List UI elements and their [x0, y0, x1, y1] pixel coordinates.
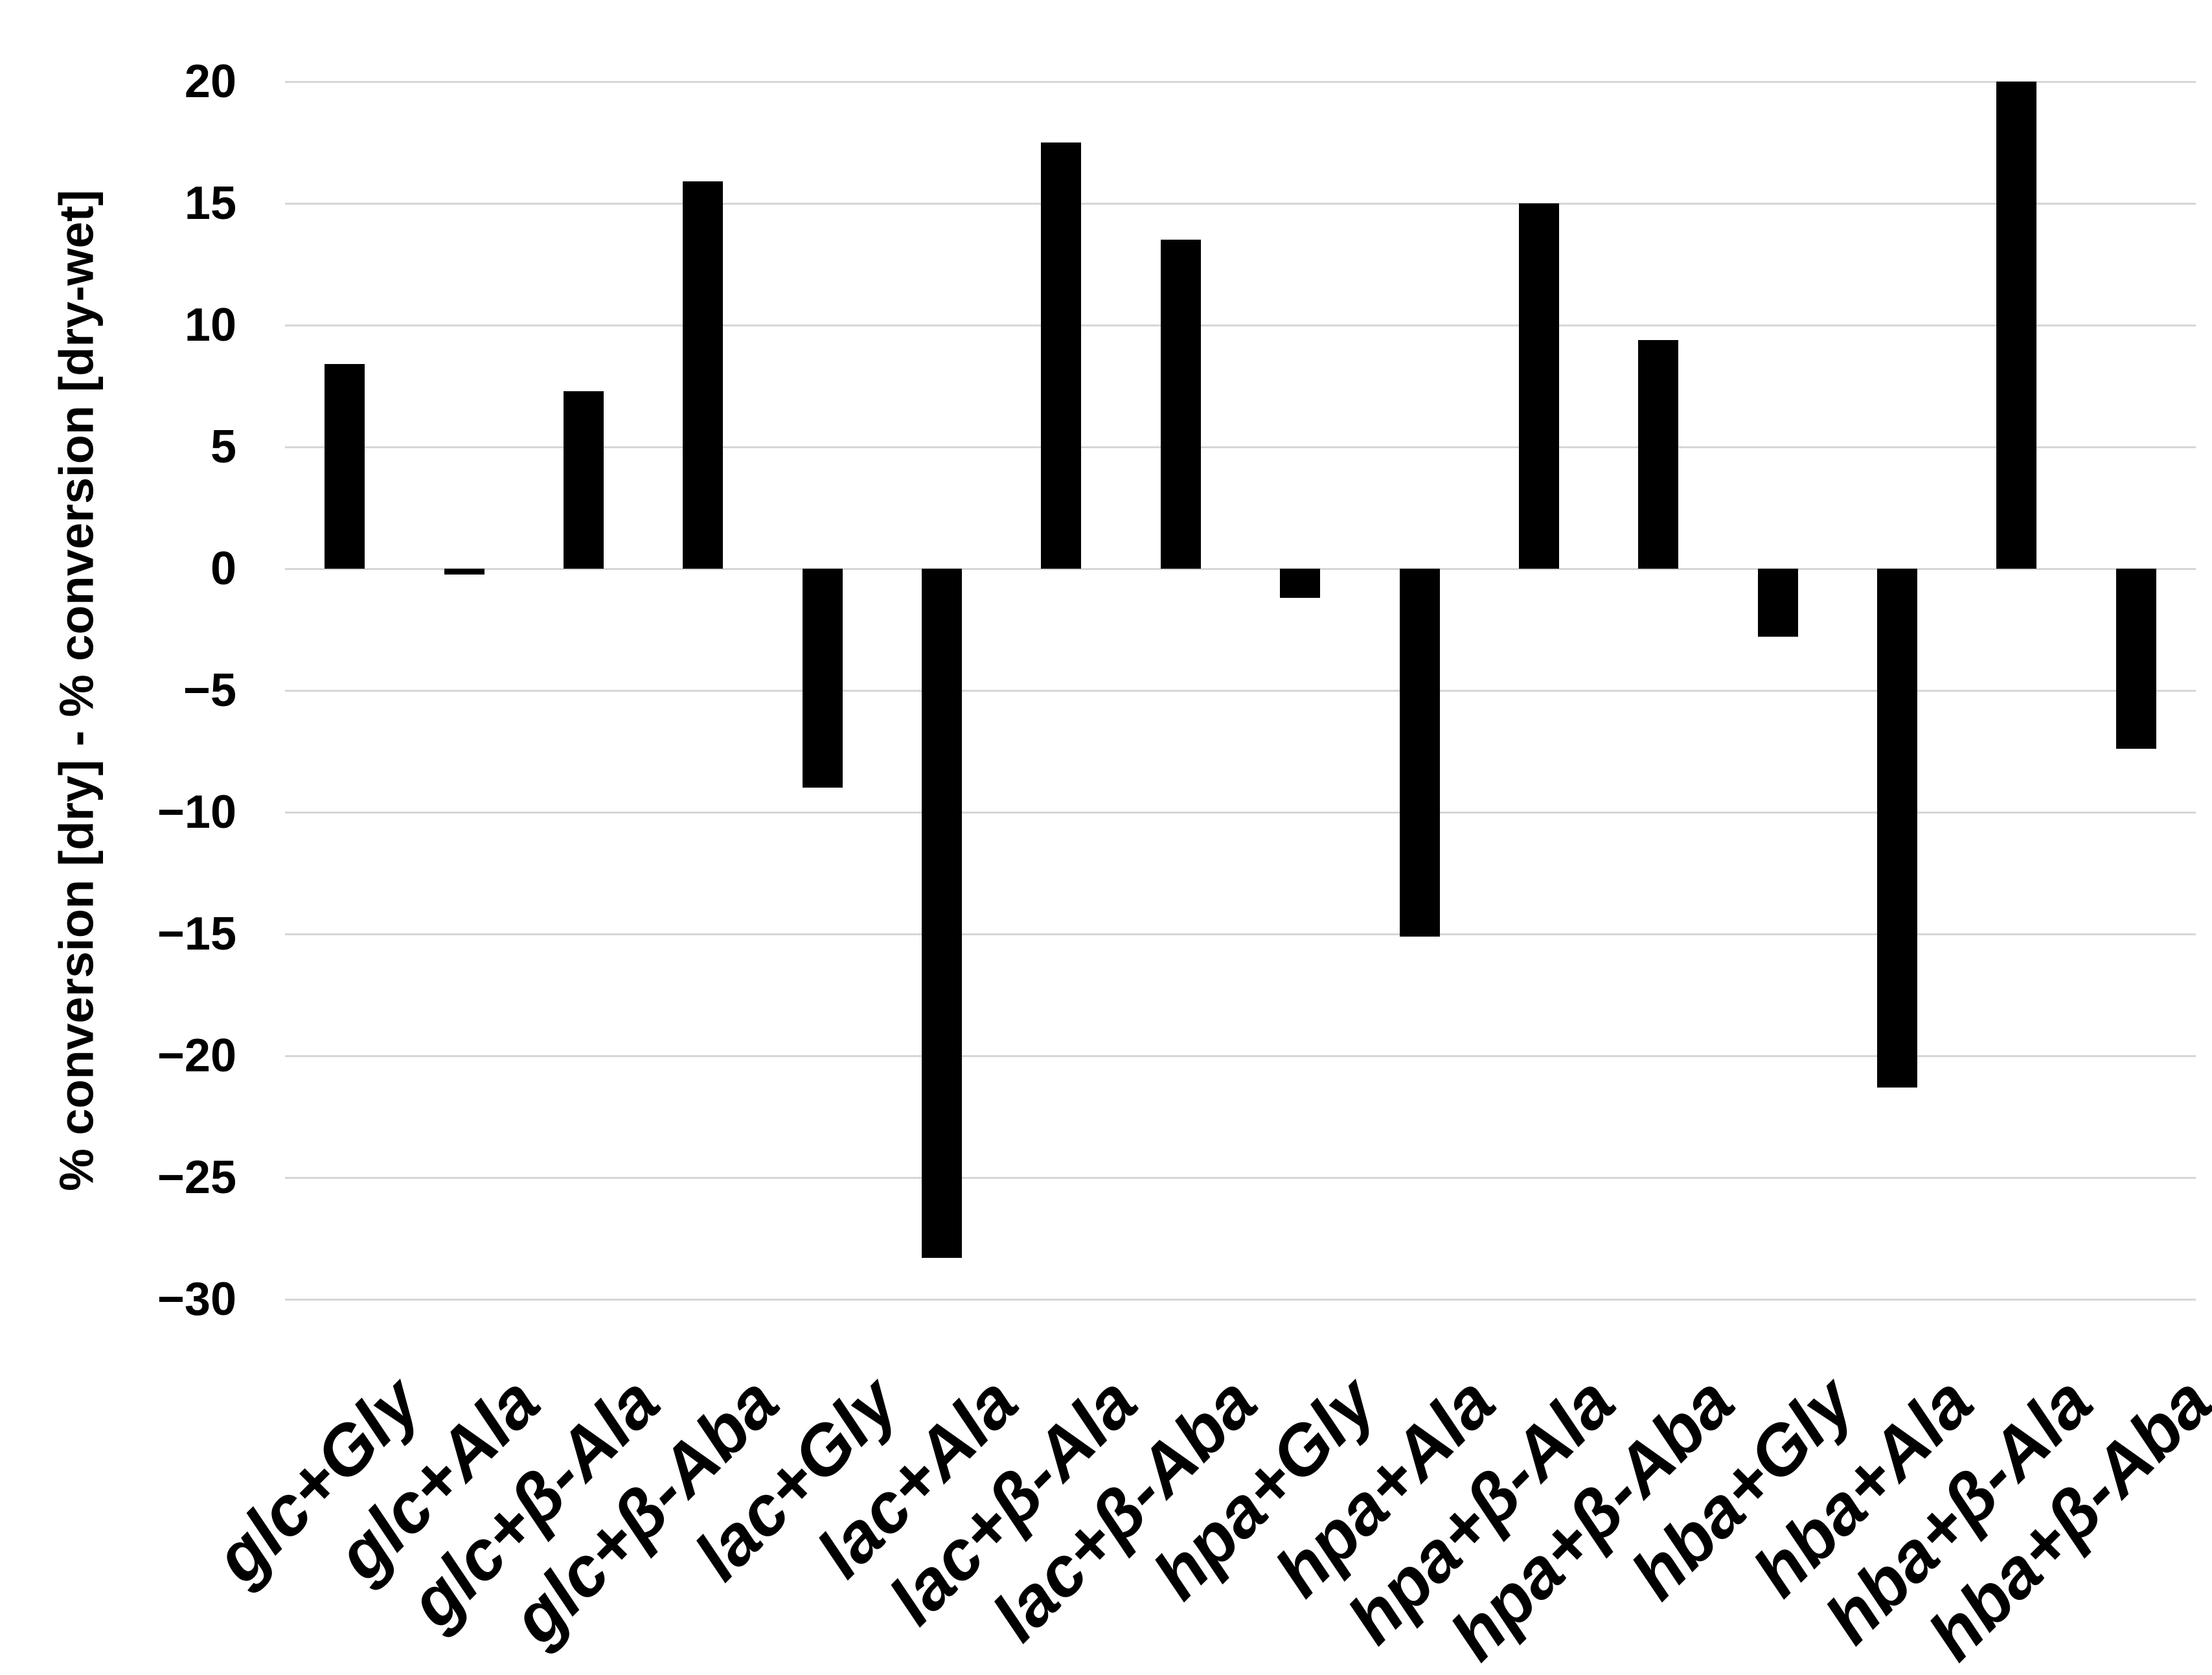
y-tick-label--5: −5 [183, 665, 236, 716]
bar-lac+Ala [922, 569, 963, 1259]
bar-lac+β-Aba [1160, 240, 1201, 569]
gridline-y-20 [285, 80, 2196, 83]
y-tick-label--20: −20 [157, 1030, 236, 1082]
bar-glc+β-Ala [563, 391, 604, 569]
gridline-y--5 [285, 689, 2196, 692]
gridline-y-10 [285, 324, 2196, 326]
bar-glc+Ala [444, 569, 485, 575]
y-tick-label--15: −15 [157, 908, 236, 960]
bar-chart: % conversion [dry] - % conversion [dry-w… [49, 56, 2212, 1675]
bar-hba+β-Ala [1996, 82, 2037, 569]
bar-hba+β-Aba [2115, 569, 2156, 749]
bar-lac+β-Ala [1041, 142, 1082, 569]
gridline-y--30 [285, 1298, 2196, 1301]
bar-hpa+Gly [1280, 569, 1321, 598]
gridline-y-15 [285, 202, 2196, 205]
y-tick-label-15: 15 [184, 177, 236, 229]
gridline-y--10 [285, 811, 2196, 814]
y-tick-label-0: 0 [210, 543, 236, 595]
y-tick-label-5: 5 [210, 421, 236, 473]
y-tick-label-10: 10 [184, 299, 236, 351]
bar-glc+β-Aba [683, 181, 724, 569]
bar-hpa+β-Aba [1638, 339, 1679, 569]
y-tick-label--10: −10 [157, 786, 236, 838]
gridline-y-0 [285, 567, 2196, 570]
y-tick-label--30: −30 [157, 1273, 236, 1325]
bar-hpa+β-Ala [1518, 203, 1559, 569]
gridline-y--15 [285, 933, 2196, 935]
bar-lac+Gly [802, 569, 843, 788]
gridline-y--25 [285, 1176, 2196, 1179]
y-tick-label-20: 20 [184, 56, 236, 108]
bar-hpa+Ala [1399, 569, 1440, 937]
gridline-y-5 [285, 446, 2196, 448]
bar-hba+Gly [1757, 569, 1798, 637]
bar-glc+Gly [325, 364, 365, 569]
plot-area [285, 80, 2196, 1301]
y-tick-label--25: −25 [157, 1152, 236, 1203]
bar-hba+Ala [1877, 569, 1918, 1088]
gridline-y--20 [285, 1054, 2196, 1057]
